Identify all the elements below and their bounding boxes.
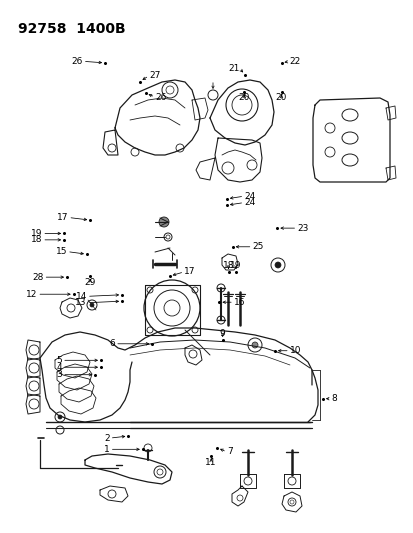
Text: 18: 18 — [222, 261, 234, 270]
Text: 11: 11 — [205, 458, 216, 467]
Text: 29: 29 — [84, 278, 96, 287]
Text: 24: 24 — [244, 192, 255, 200]
Text: 4: 4 — [56, 363, 62, 372]
Text: 3: 3 — [56, 370, 62, 379]
Text: 6: 6 — [109, 340, 115, 348]
Text: 14: 14 — [76, 292, 87, 301]
Circle shape — [274, 262, 280, 268]
Text: 20: 20 — [238, 93, 249, 102]
Text: 2: 2 — [104, 434, 109, 442]
Text: 13: 13 — [75, 298, 87, 307]
Text: 9: 9 — [219, 329, 225, 337]
Text: 24: 24 — [244, 198, 255, 207]
Text: 26: 26 — [155, 93, 166, 101]
Text: 17: 17 — [184, 268, 195, 276]
Text: 1: 1 — [104, 445, 109, 454]
Text: 7: 7 — [226, 448, 232, 456]
Text: 18: 18 — [31, 236, 42, 244]
Text: 19: 19 — [31, 229, 42, 238]
Text: 28: 28 — [32, 273, 43, 281]
Text: 16: 16 — [233, 298, 245, 306]
Circle shape — [159, 217, 169, 227]
Text: 17: 17 — [57, 213, 68, 222]
Text: 12: 12 — [26, 290, 37, 298]
Circle shape — [58, 415, 62, 419]
Text: 23: 23 — [297, 224, 308, 232]
Text: 25: 25 — [252, 243, 263, 251]
Text: 15: 15 — [55, 247, 67, 256]
Text: 19: 19 — [230, 261, 241, 270]
Text: 8: 8 — [330, 394, 336, 403]
Text: 5: 5 — [56, 356, 62, 365]
Text: 22: 22 — [289, 57, 300, 66]
Text: 10: 10 — [289, 346, 301, 355]
Circle shape — [90, 303, 94, 307]
Text: 21: 21 — [228, 64, 239, 72]
Circle shape — [252, 342, 257, 348]
Text: 92758  1400B: 92758 1400B — [18, 22, 125, 36]
Text: 26: 26 — [71, 57, 83, 66]
Text: 20: 20 — [275, 93, 287, 102]
Text: 27: 27 — [149, 71, 160, 80]
